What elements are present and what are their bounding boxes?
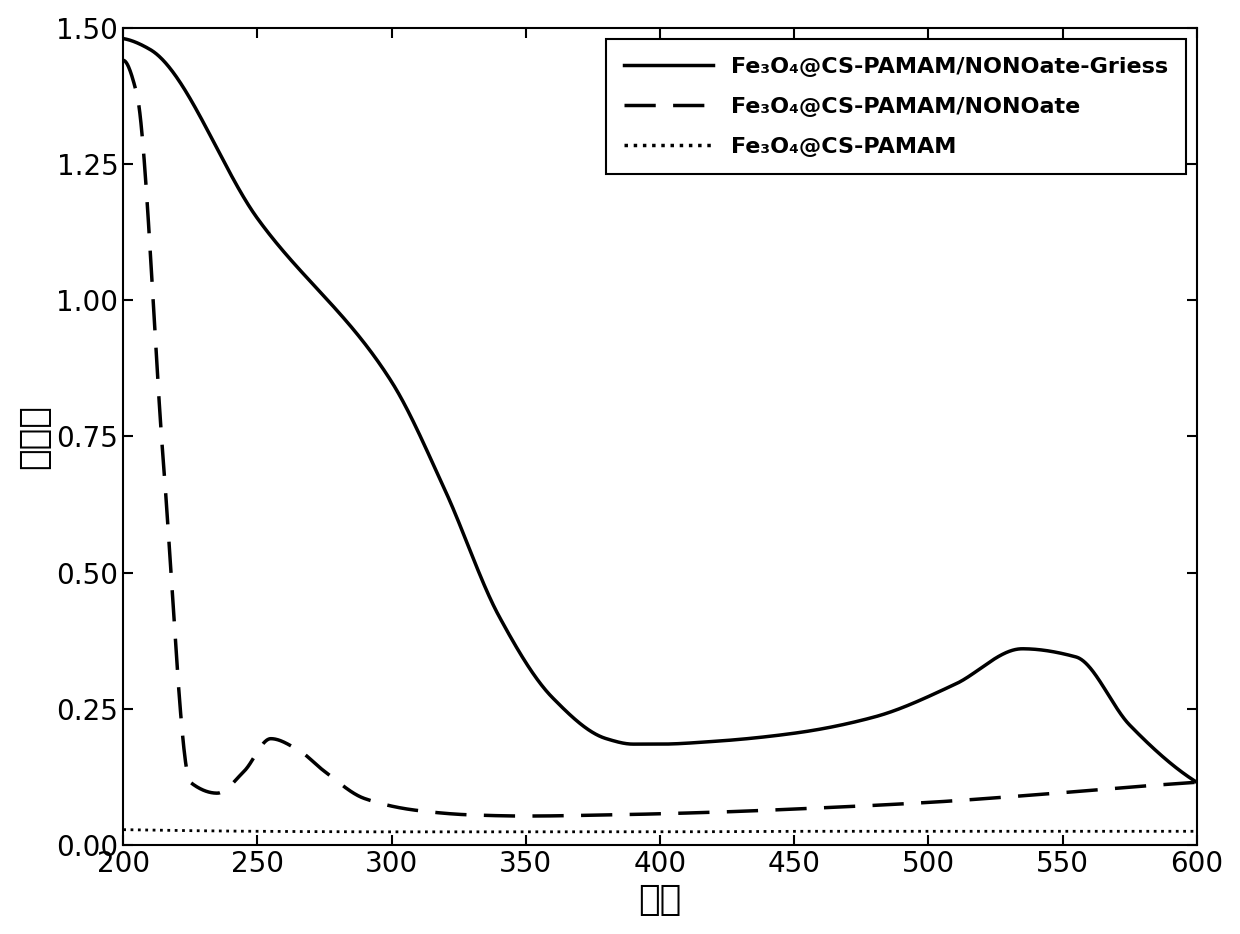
Fe₃O₄@CS-PAMAM/NONOate	[518, 811, 533, 822]
Fe₃O₄@CS-PAMAM/NONOate-Griess	[1189, 777, 1204, 788]
Fe₃O₄@CS-PAMAM/NONOate-Griess	[609, 736, 624, 747]
Line: Fe₃O₄@CS-PAMAM/NONOate-Griess: Fe₃O₄@CS-PAMAM/NONOate-Griess	[123, 38, 1197, 783]
Fe₃O₄@CS-PAMAM	[384, 827, 399, 838]
Fe₃O₄@CS-PAMAM/NONOate-Griess	[637, 739, 652, 750]
Fe₃O₄@CS-PAMAM/NONOate-Griess	[171, 74, 186, 85]
Legend: Fe₃O₄@CS-PAMAM/NONOate-Griess, Fe₃O₄@CS-PAMAM/NONOate, Fe₃O₄@CS-PAMAM: Fe₃O₄@CS-PAMAM/NONOate-Griess, Fe₃O₄@CS-…	[606, 39, 1185, 175]
Fe₃O₄@CS-PAMAM	[1158, 826, 1173, 837]
Fe₃O₄@CS-PAMAM	[1158, 826, 1173, 837]
Fe₃O₄@CS-PAMAM/NONOate	[171, 673, 186, 685]
Y-axis label: 吸光度: 吸光度	[16, 403, 51, 469]
Fe₃O₄@CS-PAMAM/NONOate-Griess	[1158, 753, 1173, 764]
Line: Fe₃O₄@CS-PAMAM: Fe₃O₄@CS-PAMAM	[123, 829, 1197, 832]
Fe₃O₄@CS-PAMAM	[639, 827, 653, 838]
Fe₃O₄@CS-PAMAM	[610, 827, 625, 838]
Fe₃O₄@CS-PAMAM/NONOate-Griess	[961, 671, 976, 682]
Fe₃O₄@CS-PAMAM/NONOate	[1158, 779, 1173, 790]
Fe₃O₄@CS-PAMAM/NONOate	[115, 55, 130, 66]
Fe₃O₄@CS-PAMAM/NONOate	[962, 794, 977, 805]
Fe₃O₄@CS-PAMAM	[1189, 826, 1204, 837]
Fe₃O₄@CS-PAMAM/NONOate	[1189, 777, 1204, 788]
Fe₃O₄@CS-PAMAM	[171, 825, 186, 836]
Line: Fe₃O₄@CS-PAMAM/NONOate: Fe₃O₄@CS-PAMAM/NONOate	[123, 61, 1197, 816]
Fe₃O₄@CS-PAMAM/NONOate-Griess	[1158, 754, 1173, 765]
Fe₃O₄@CS-PAMAM/NONOate-Griess	[115, 33, 130, 44]
Fe₃O₄@CS-PAMAM/NONOate	[610, 809, 625, 820]
Fe₃O₄@CS-PAMAM/NONOate	[1158, 779, 1173, 790]
Fe₃O₄@CS-PAMAM/NONOate	[639, 809, 653, 820]
Fe₃O₄@CS-PAMAM	[962, 826, 977, 837]
X-axis label: 波数: 波数	[639, 884, 682, 917]
Fe₃O₄@CS-PAMAM	[115, 824, 130, 835]
